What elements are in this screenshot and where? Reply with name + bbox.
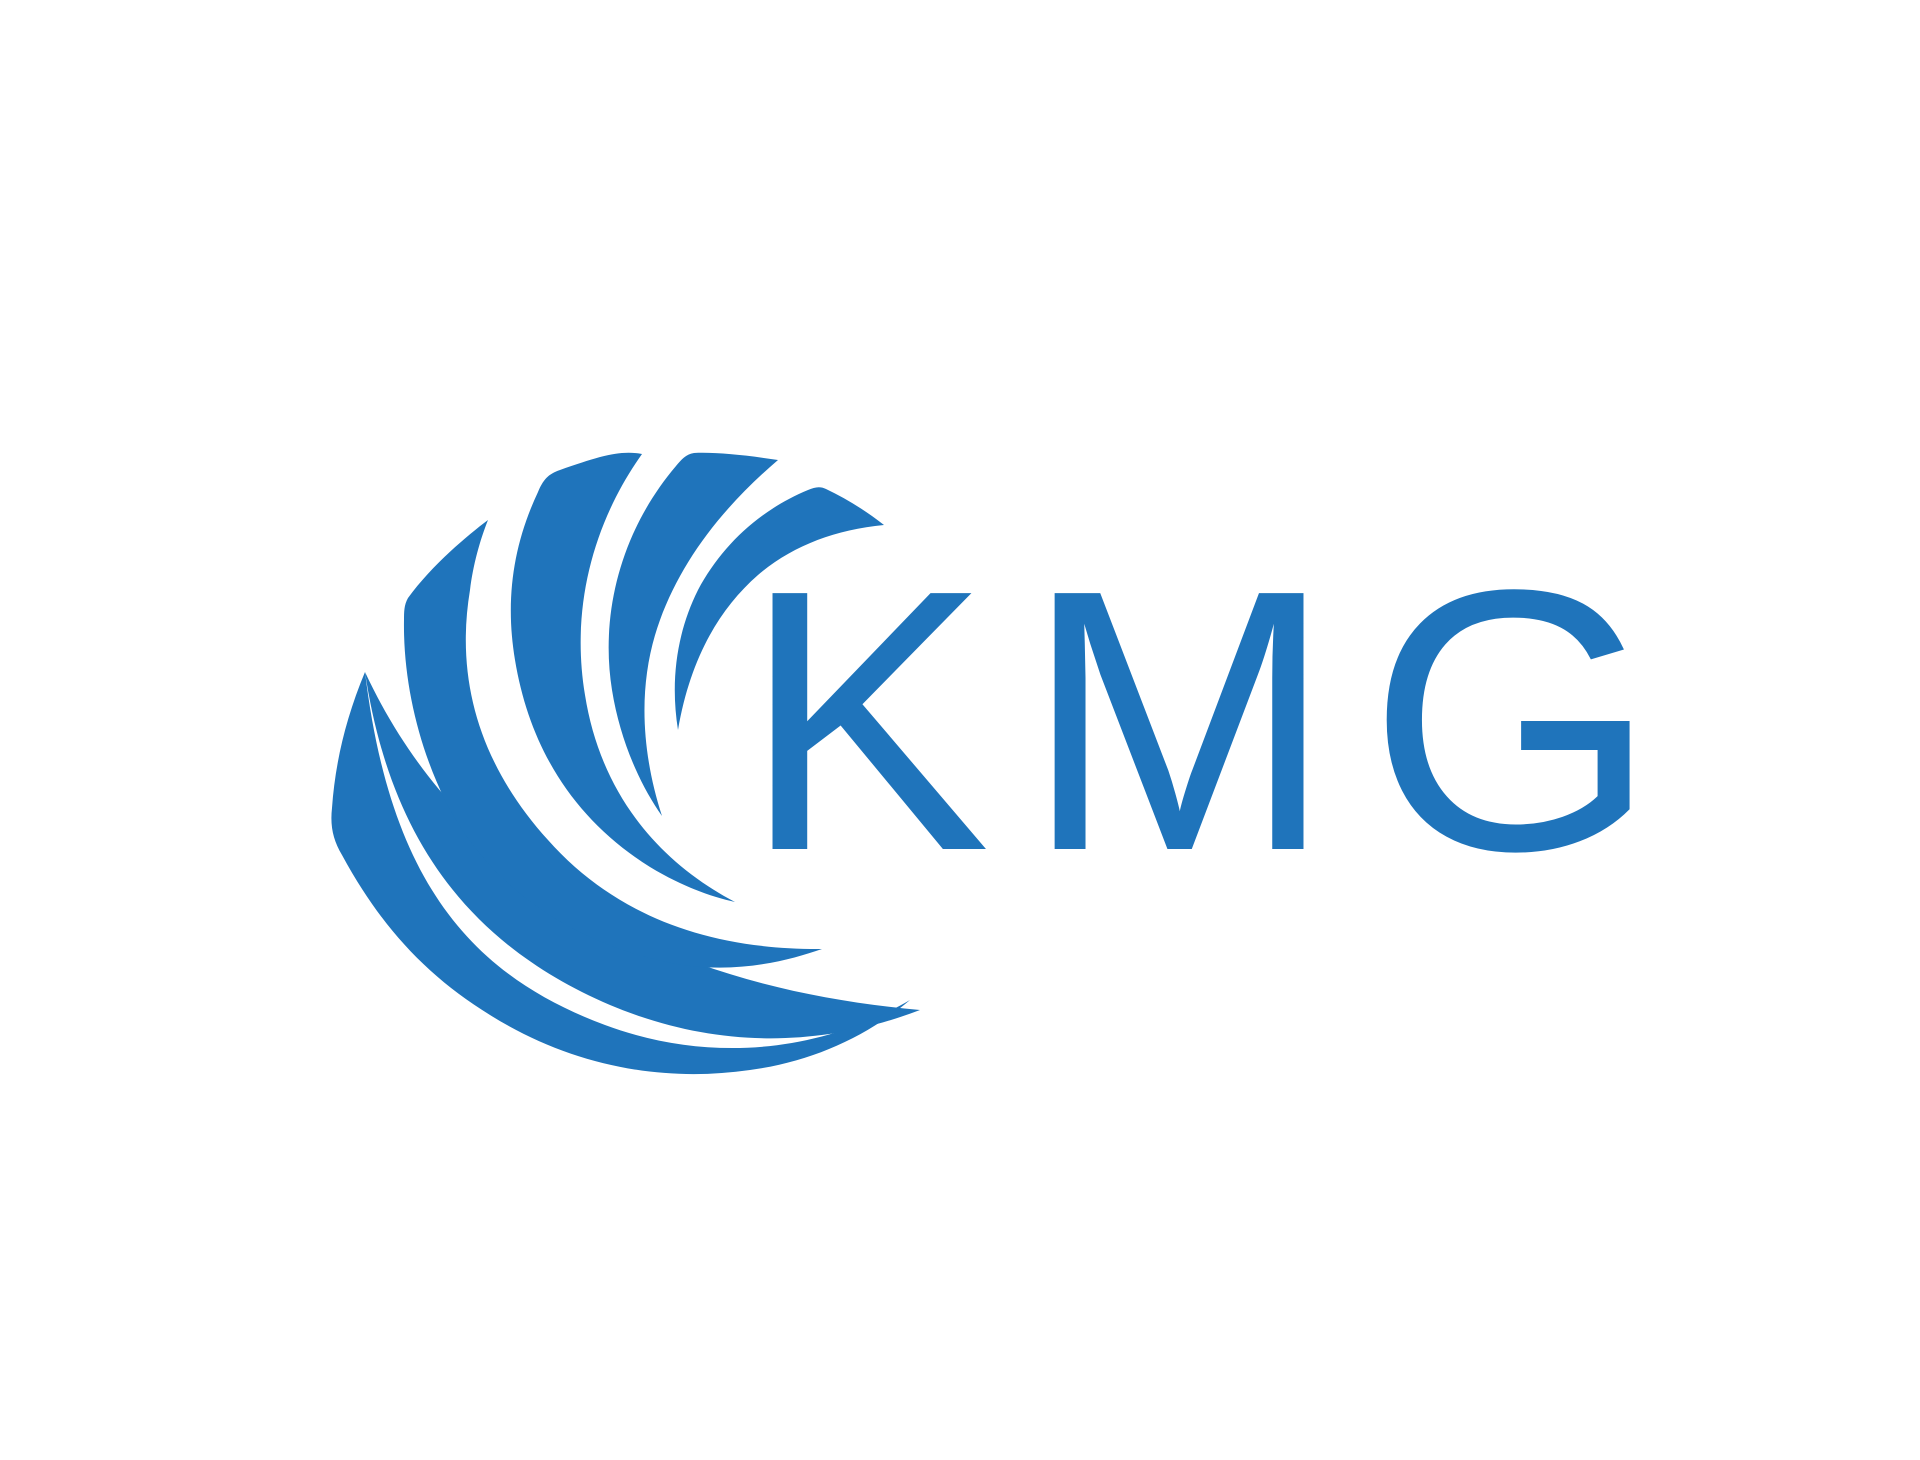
swoosh-stroke-5 [674,487,884,730]
swoosh-stroke-4 [608,452,778,816]
swoosh-stroke-1 [365,672,920,1039]
swoosh-stroke-3 [510,452,735,902]
wordmark: KMG [742,512,1692,928]
swoosh-globe-icon [331,452,920,1075]
swoosh-stroke-1b [331,672,910,1075]
swoosh-stroke-2 [403,520,822,968]
